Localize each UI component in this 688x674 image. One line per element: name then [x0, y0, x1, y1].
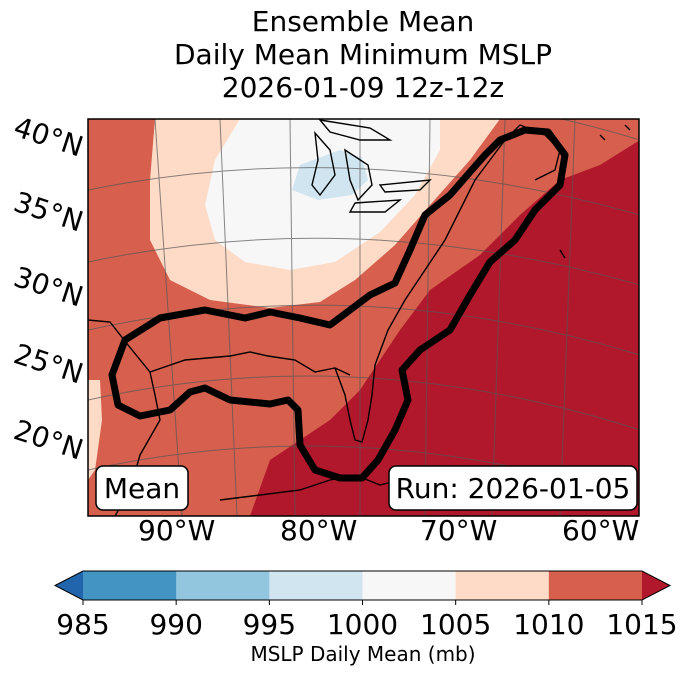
colorbar-tick-label: 1005	[420, 608, 491, 641]
lon-tick-label-1: 80°W	[280, 514, 357, 547]
colorbar-extend-high	[642, 571, 670, 600]
colorbar-tick-label: 995	[243, 608, 296, 641]
colorbar-segment-990-995	[176, 571, 270, 600]
mean-annotation-text: Mean	[104, 472, 180, 505]
colorbar-segment-1005-1010	[455, 571, 550, 600]
run-annotation: Run: 2026-01-05	[388, 465, 638, 511]
chart-title-line-3: 2026-01-09 12z-12z	[221, 71, 505, 104]
colorbar-label: MSLP Daily Mean (mb)	[250, 642, 475, 666]
colorbar-ticks: 985 990 995 1000 1005 1010 1015	[56, 600, 678, 641]
lat-tick-label-4: 20°N	[10, 413, 87, 466]
colorbar-tick-label: 985	[56, 608, 109, 641]
run-annotation-text: Run: 2026-01-05	[396, 472, 631, 505]
colorbar-tick-label: 990	[149, 608, 202, 641]
colorbar-tick-label: 1000	[327, 608, 398, 641]
map-frame	[87, 118, 640, 517]
map-panel: 40°N 35°N 30°N 25°N 20°N 90°W 80°W 70°W …	[10, 110, 640, 547]
colorbar-tick-label: 1010	[513, 608, 584, 641]
field-995-1000	[292, 150, 368, 200]
lat-tick-label-2: 30°N	[10, 260, 87, 313]
lat-tick-label-1: 35°N	[10, 185, 87, 238]
colorbar-segment-995-1000	[269, 571, 363, 600]
colorbar-extend-low	[55, 571, 83, 600]
colorbar: 985 990 995 1000 1005 1010 1015 MSLP Daily Mea…	[53, 570, 678, 666]
highlight-contour	[108, 126, 569, 482]
mean-annotation: Mean	[95, 465, 189, 511]
colorbar-tick-label: 1015	[606, 608, 677, 641]
field-1005-1010-west-strip	[88, 380, 102, 480]
graticule	[88, 119, 639, 516]
lon-tick-label-0: 90°W	[138, 514, 215, 547]
lon-tick-label-3: 60°W	[562, 514, 639, 547]
colorbar-segment-1000-1005	[362, 571, 457, 600]
chart-title-line-2: Daily Mean Minimum MSLP	[173, 38, 552, 71]
lat-tick-label-3: 25°N	[10, 337, 87, 390]
lon-tick-label-2: 70°W	[420, 514, 497, 547]
lat-tick-label-0: 40°N	[10, 110, 87, 163]
chart-title-line-1: Ensemble Mean	[251, 5, 475, 38]
colorbar-segment-985-990	[83, 571, 177, 600]
colorbar-body	[53, 570, 672, 601]
colorbar-segment-1010-1015	[548, 571, 643, 600]
